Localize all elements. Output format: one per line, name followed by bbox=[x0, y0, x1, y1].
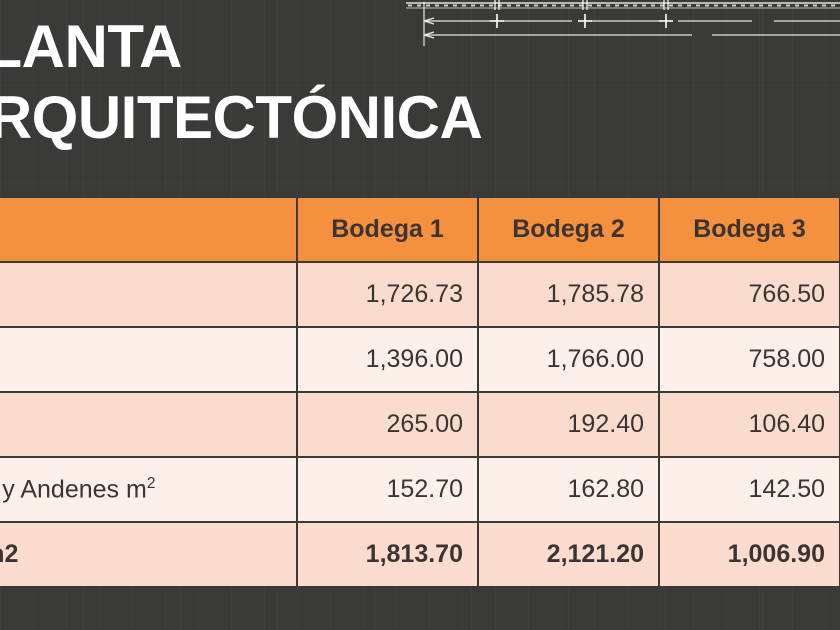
cell-estacionamiento-bodega-2: 162.80 bbox=[477, 456, 660, 523]
table-header-row: Bodega 1 Bodega 2 Bodega 3 bbox=[0, 196, 840, 263]
cell-total-bodega-3: 1,006.90 bbox=[658, 521, 840, 588]
header-bodega-2: Bodega 2 bbox=[477, 196, 660, 263]
cell-oficinas-bodega-2: 192.40 bbox=[477, 391, 660, 458]
table-row: Área de Oficinas m2 265.00 192.40 106.40 bbox=[0, 391, 840, 458]
header-bodega-3: Bodega 3 bbox=[658, 196, 840, 263]
row-label-area-lote: Área de Lote m2 bbox=[0, 261, 298, 328]
cell-bodega-bodega-3: 758.00 bbox=[658, 326, 840, 393]
table-total-row: Área Total Construida m2 1,813.70 2,121.… bbox=[0, 521, 840, 588]
cell-oficinas-bodega-1: 265.00 bbox=[296, 391, 479, 458]
cell-lote-bodega-1: 1,726.73 bbox=[296, 261, 479, 328]
areas-table: Bodega 1 Bodega 2 Bodega 3 Área de Lote … bbox=[0, 196, 840, 588]
cell-total-bodega-2: 2,121.20 bbox=[477, 521, 660, 588]
cell-estacionamiento-bodega-3: 142.50 bbox=[658, 456, 840, 523]
cell-oficinas-bodega-3: 106.40 bbox=[658, 391, 840, 458]
row-label-area-oficinas: Área de Oficinas m2 bbox=[0, 391, 298, 458]
row-label-area-total-construida: Área Total Construida m2 bbox=[0, 521, 298, 588]
row-label-area-estacionamiento: Área de Estacionamiento y Andenes m2 bbox=[0, 456, 298, 523]
row-label-area-bodega: Área de Bodega m2 bbox=[0, 326, 298, 393]
table-row: Área de Bodega m2 1,396.00 1,766.00 758.… bbox=[0, 326, 840, 393]
cell-total-bodega-1: 1,813.70 bbox=[296, 521, 479, 588]
cell-estacionamiento-bodega-1: 152.70 bbox=[296, 456, 479, 523]
cell-bodega-bodega-1: 1,396.00 bbox=[296, 326, 479, 393]
cell-lote-bodega-2: 1,785.78 bbox=[477, 261, 660, 328]
cell-bodega-bodega-2: 1,766.00 bbox=[477, 326, 660, 393]
header-bodega-1: Bodega 1 bbox=[296, 196, 479, 263]
header-corner-cell bbox=[0, 196, 298, 263]
table-row: Área de Estacionamiento y Andenes m2 152… bbox=[0, 456, 840, 523]
title-line-1: PLANTA bbox=[0, 13, 182, 80]
cell-lote-bodega-3: 766.50 bbox=[658, 261, 840, 328]
table-row: Área de Lote m2 1,726.73 1,785.78 766.50 bbox=[0, 261, 840, 328]
